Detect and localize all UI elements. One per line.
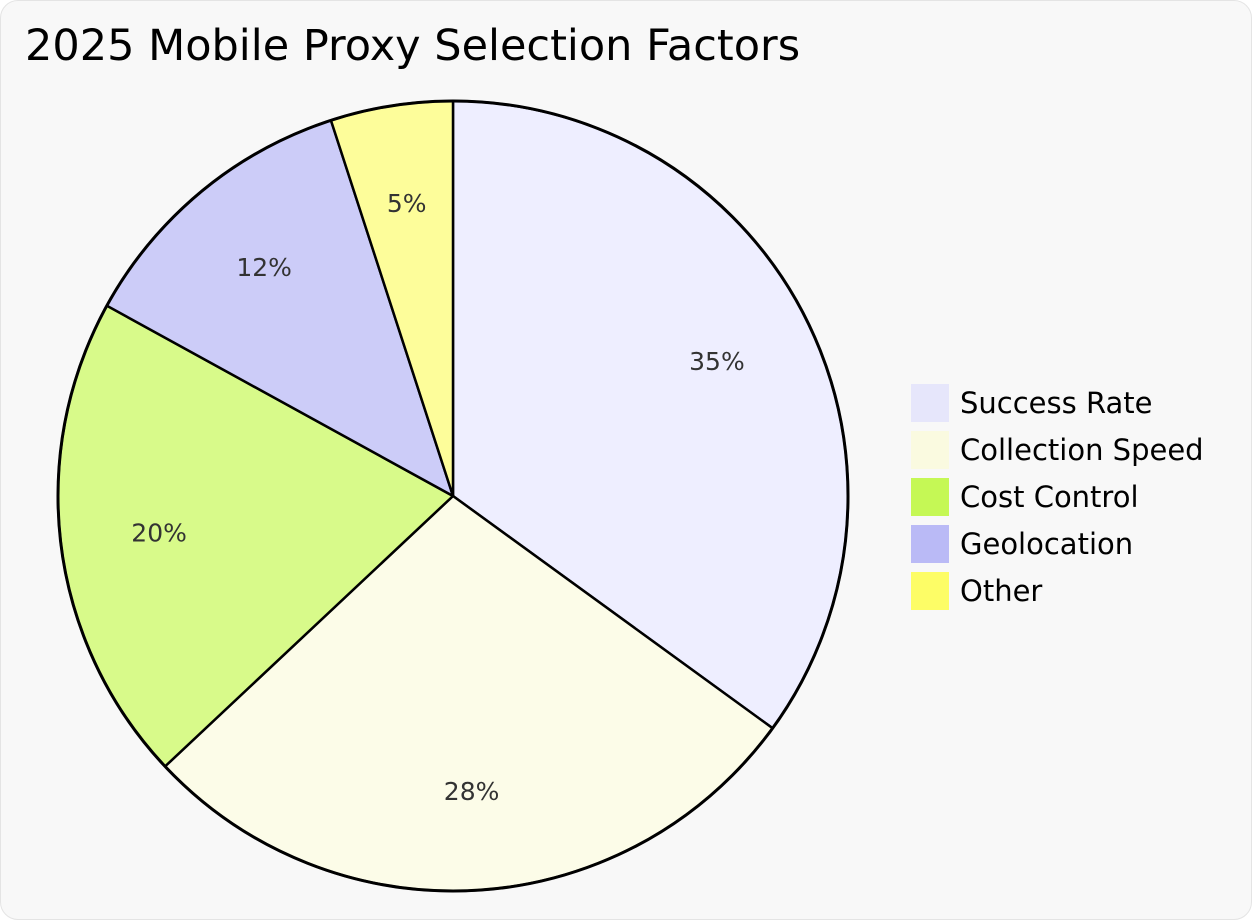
legend-label: Success Rate [960, 385, 1153, 420]
legend-label: Collection Speed [960, 432, 1204, 467]
legend-swatch [911, 477, 949, 516]
legend-label: Other [960, 573, 1043, 608]
legend-swatch [911, 524, 949, 563]
legend-item-collection-speed: Collection Speed [911, 426, 1204, 473]
slice-label-success-rate: 35% [689, 347, 745, 376]
legend: Success Rate Collection Speed Cost Control… [911, 379, 1204, 614]
pie-slices [56, 99, 850, 893]
legend-item-other: Other [911, 567, 1204, 614]
slice-label-geolocation: 12% [236, 253, 292, 282]
chart-title: 2025 Mobile Proxy Selection Factors [25, 21, 801, 71]
legend-swatch [911, 430, 949, 469]
legend-swatch [911, 383, 949, 422]
legend-swatch [911, 571, 949, 610]
legend-item-geolocation: Geolocation [911, 520, 1204, 567]
slice-label-other: 5% [387, 189, 427, 218]
pie-slice-labels: 35% 28% 20% 12% 5% [131, 189, 744, 806]
slice-label-collection-speed: 28% [444, 777, 500, 806]
legend-item-success-rate: Success Rate [911, 379, 1204, 426]
legend-item-cost-control: Cost Control [911, 473, 1204, 520]
pie-outline [56, 99, 850, 893]
slice-label-cost-control: 20% [131, 519, 187, 548]
legend-label: Cost Control [960, 479, 1139, 514]
legend-label: Geolocation [960, 526, 1134, 561]
